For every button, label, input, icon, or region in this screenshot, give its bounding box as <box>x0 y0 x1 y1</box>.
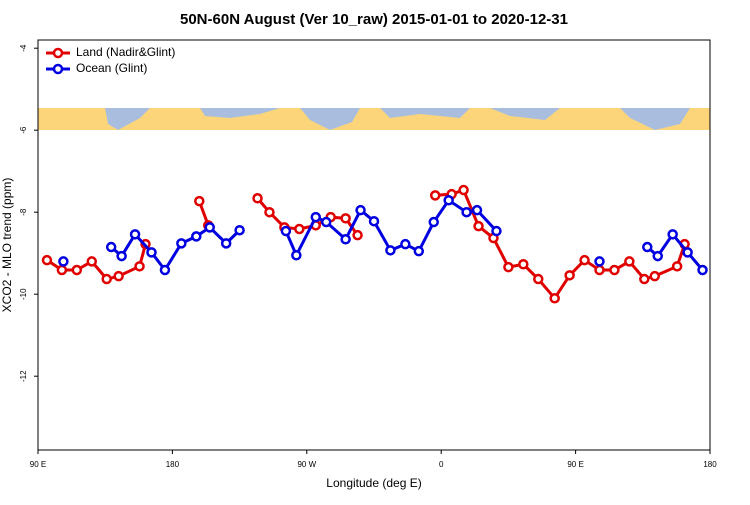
point <box>458 184 469 196</box>
point <box>101 273 112 285</box>
point <box>594 264 605 276</box>
point <box>667 229 678 240</box>
point <box>649 270 660 282</box>
point <box>352 229 363 241</box>
x-tick-label: 180 <box>166 460 180 469</box>
point <box>129 229 141 240</box>
point <box>400 238 411 250</box>
point <box>443 195 454 206</box>
point <box>609 264 620 276</box>
x-tick-label: 90 E <box>30 460 46 469</box>
point <box>194 195 205 207</box>
legend-label: Ocean (Glint) <box>76 61 147 75</box>
series-line <box>46 188 687 301</box>
point <box>234 224 245 236</box>
y-tick-label: -10 <box>19 288 28 300</box>
point <box>594 256 605 267</box>
point <box>652 250 663 262</box>
x-tick-label: 90 W <box>297 460 316 469</box>
point <box>264 206 275 218</box>
x-tick-label: 90 E <box>567 460 583 469</box>
point <box>134 261 145 272</box>
point <box>385 245 396 256</box>
point <box>320 216 332 228</box>
point <box>564 270 575 281</box>
x-axis-label: Longitude (deg E) <box>326 476 421 490</box>
point <box>697 264 708 276</box>
map-strip <box>38 108 710 130</box>
point <box>642 241 653 253</box>
y-tick-label: -12 <box>19 370 28 382</box>
point <box>639 273 650 285</box>
point <box>461 206 472 218</box>
x-tick-label: 180 <box>703 460 717 469</box>
x-tick-label: 0 <box>439 460 444 469</box>
point <box>71 264 83 276</box>
point <box>291 250 302 261</box>
point <box>220 238 232 249</box>
map-ocean <box>105 108 690 130</box>
legend-marker <box>52 63 64 75</box>
legend-marker <box>52 47 64 59</box>
point <box>280 225 292 237</box>
y-axis-label: XCO2 - MLO trend (ppm) <box>0 178 14 313</box>
point <box>113 270 124 282</box>
point <box>579 254 590 266</box>
point <box>105 241 117 253</box>
point <box>549 293 560 304</box>
point <box>340 234 351 245</box>
point <box>116 250 127 262</box>
point <box>473 220 484 232</box>
point <box>413 245 425 257</box>
point <box>56 264 68 276</box>
point <box>176 238 187 249</box>
point <box>471 204 483 216</box>
point <box>294 223 305 235</box>
point <box>159 264 171 276</box>
point <box>310 211 322 223</box>
point <box>355 204 366 216</box>
y-tick-label: -8 <box>19 208 28 216</box>
y-tick-label: -6 <box>19 126 28 134</box>
point <box>41 254 53 266</box>
point <box>204 222 215 233</box>
y-tick-label: -4 <box>19 44 28 52</box>
point <box>146 247 157 258</box>
legend-label: Land (Nadir&Glint) <box>76 45 175 59</box>
point <box>503 261 514 273</box>
point <box>252 193 263 204</box>
point <box>682 247 693 258</box>
chart-title: 50N-60N August (Ver 10_raw) 2015-01-01 t… <box>180 11 568 28</box>
point <box>191 231 202 242</box>
point <box>533 273 544 285</box>
point <box>429 190 441 201</box>
point <box>671 261 683 272</box>
point <box>428 216 439 228</box>
point <box>624 256 635 267</box>
point <box>491 225 502 237</box>
point <box>86 256 98 267</box>
plot-frame <box>37 39 711 451</box>
point <box>368 215 380 227</box>
point <box>340 213 351 224</box>
point <box>518 259 529 270</box>
point <box>58 256 69 267</box>
